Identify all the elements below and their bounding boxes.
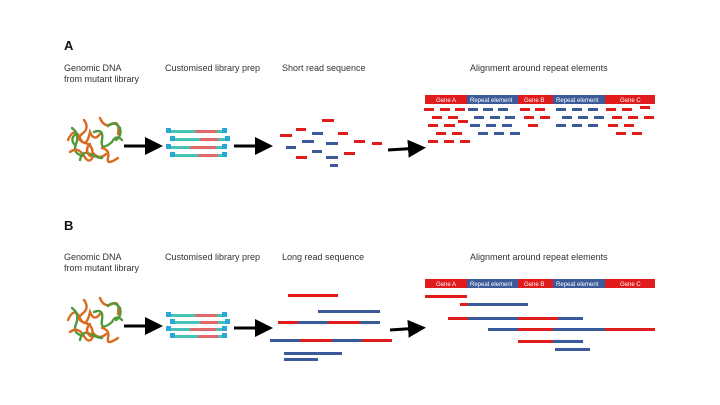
panel-a-library-fragments [166, 128, 230, 157]
panel-a-track-repeat-1 [467, 95, 518, 104]
panel-a-arrow-3 [387, 139, 426, 158]
panel-a-genomic-label: Genomic DNA from mutant library [64, 63, 140, 84]
panel-b-track-label-0: Gene A [436, 282, 456, 288]
panel-a-track-label-1: Repeat element [470, 98, 513, 104]
panel-b-track-gene-b [518, 279, 553, 288]
panel-a-library-prep-label: Customised library prep [165, 63, 261, 73]
panel-b-track-label-2: Gene B [524, 282, 544, 288]
panel-a-short-reads [280, 119, 382, 167]
panel-a-aligned-reads [424, 106, 654, 143]
panel-b-aligned-reads [425, 295, 655, 351]
panel-a-letter: A [64, 38, 74, 53]
panel-a-track-label-0: Gene A [436, 98, 456, 104]
panel-b-long-reads [270, 294, 392, 361]
panel-a-sequence-label: Short read sequence [282, 63, 366, 73]
panel-b-arrow-3 [389, 319, 426, 338]
panel-b-track-gene-c [605, 279, 655, 288]
panel-b-track-label-1: Repeat element [470, 282, 513, 288]
panel-b-library-prep-label: Customised library prep [165, 252, 261, 262]
panel-b-genomic-dna [66, 296, 124, 344]
panel-a-track-repeat-2 [553, 95, 605, 104]
panel-a-genome-track: Gene A Repeat element Gene B Repeat elem… [425, 95, 655, 104]
panel-b-sequence-label: Long read sequence [282, 252, 365, 262]
panel-b-letter: B [64, 218, 74, 233]
panel-b-track-label-3: Repeat element [556, 282, 599, 288]
panel-b-track-repeat-1 [467, 279, 518, 288]
panel-a-genomic-dna [66, 116, 124, 164]
panel-b-alignment-label: Alignment around repeat elements [470, 252, 608, 262]
panel-b-genomic-label: Genomic DNA from mutant library [64, 252, 140, 273]
panel-b-track-repeat-2 [553, 279, 605, 288]
panel-a-track-label-4: Gene C [620, 98, 641, 104]
panel-a-track-gene-b [518, 95, 553, 104]
panel-a-track-gene-a [425, 95, 467, 104]
panel-b-library-fragments [166, 312, 230, 338]
panel-a-track-label-3: Repeat element [556, 98, 599, 104]
panel-b-genome-track: Gene A Repeat element Gene B Repeat elem… [425, 279, 655, 288]
panel-a-track-gene-c [605, 95, 655, 104]
panel-b-track-gene-a [425, 279, 467, 288]
panel-a-alignment-label: Alignment around repeat elements [470, 63, 608, 73]
panel-b-track-label-4: Gene C [620, 282, 641, 288]
panel-a-track-label-2: Gene B [524, 98, 544, 104]
